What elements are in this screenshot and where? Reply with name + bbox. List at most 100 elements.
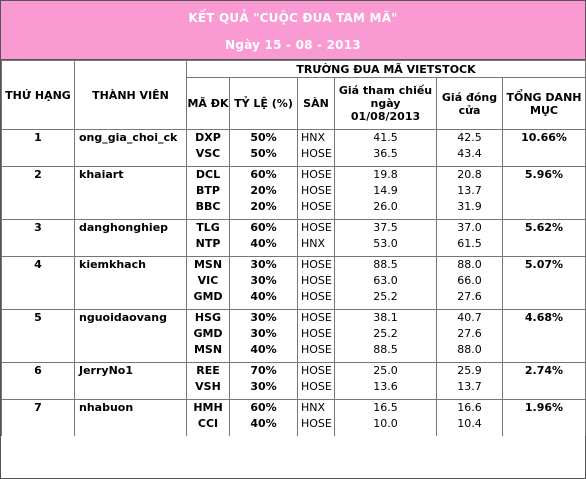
ref-price-cell: 37.5 bbox=[334, 219, 437, 236]
stock-row: 6 JerryNo1 REE 70% HOSE 25.0 25.9 2.74% bbox=[1, 362, 586, 400]
member-cell: JerryNo1 bbox=[74, 362, 187, 400]
stock-row: GMD 30% HOSE 25.2 27.6 bbox=[2, 326, 586, 342]
stock-code-cell: GMD bbox=[186, 326, 230, 342]
close-price-cell: 13.7 bbox=[436, 183, 503, 199]
exchange-cell: HOSE bbox=[297, 183, 335, 199]
ref-price-cell: 36.5 bbox=[334, 146, 437, 162]
close-price-cell: 42.5 bbox=[436, 129, 503, 146]
stock-row: 2 khaiart DCL 60% HOSE 19.8 20.8 5.96% bbox=[1, 166, 586, 220]
close-price-cell: 88.0 bbox=[436, 342, 503, 358]
results-body: 1 ong_gia_choi_ck DXP 50% HNX 41.5 42.5 10.66% V… bbox=[1, 129, 586, 436]
exchange-cell: HOSE bbox=[297, 219, 335, 236]
exchange-cell: HNX bbox=[297, 129, 335, 146]
stock-code-cell: REE bbox=[186, 362, 230, 379]
total-portfolio-cell: 5.96% bbox=[502, 166, 586, 220]
stock-row: VIC 30% HOSE 63.0 66.0 bbox=[2, 273, 586, 289]
group-spacer bbox=[2, 432, 586, 436]
exchange-cell: HOSE bbox=[297, 166, 335, 183]
stock-code-cell: VSC bbox=[186, 146, 230, 162]
ratio-cell: 60% bbox=[229, 166, 298, 183]
ratio-cell: 40% bbox=[229, 289, 298, 305]
header-member: THÀNH VIÊN bbox=[74, 60, 187, 130]
ref-price-cell: 25.0 bbox=[334, 362, 437, 379]
total-portfolio-cell: 5.62% bbox=[502, 219, 586, 257]
ref-price-cell: 25.2 bbox=[334, 289, 437, 305]
stock-code-cell: HSG bbox=[186, 309, 230, 326]
header-ref-price: Giá tham chiếu ngày 01/08/2013 bbox=[334, 77, 437, 130]
ratio-cell: 30% bbox=[229, 256, 298, 273]
ratio-cell: 30% bbox=[229, 309, 298, 326]
close-price-cell: 31.9 bbox=[436, 199, 503, 215]
close-price-cell: 66.0 bbox=[436, 273, 503, 289]
header-code: MÃ ĐK bbox=[186, 77, 230, 130]
stock-code-cell: DXP bbox=[186, 129, 230, 146]
exchange-cell: HOSE bbox=[297, 199, 335, 215]
ratio-cell: 70% bbox=[229, 362, 298, 379]
stock-code-cell: NTP bbox=[186, 236, 230, 252]
stock-row: 1 ong_gia_choi_ck DXP 50% HNX 41.5 42.5 10.66% bbox=[1, 129, 586, 167]
header-exchange: SÀN bbox=[297, 77, 335, 130]
stock-code-cell: GMD bbox=[186, 289, 230, 305]
rank-cell: 2 bbox=[1, 166, 75, 220]
total-portfolio-cell: 1.96% bbox=[502, 399, 586, 436]
exchange-cell: HOSE bbox=[297, 146, 335, 162]
ratio-cell: 50% bbox=[229, 129, 298, 146]
ratio-cell: 30% bbox=[229, 379, 298, 395]
title-line-2: Ngày 15 - 08 - 2013 bbox=[225, 38, 361, 52]
ratio-cell: 20% bbox=[229, 199, 298, 215]
group-spacer bbox=[2, 162, 586, 167]
close-price-cell: 61.5 bbox=[436, 236, 503, 252]
exchange-cell: HOSE bbox=[297, 416, 335, 432]
ratio-cell: 40% bbox=[229, 342, 298, 358]
ref-price-cell: 14.9 bbox=[334, 183, 437, 199]
ref-price-cell: 41.5 bbox=[334, 129, 437, 146]
ratio-cell: 40% bbox=[229, 416, 298, 432]
close-price-cell: 88.0 bbox=[436, 256, 503, 273]
ratio-cell: 50% bbox=[229, 146, 298, 162]
stock-row: BTP 20% HOSE 14.9 13.7 bbox=[2, 183, 586, 199]
stock-row: 5 nguoidaovang HSG 30% HOSE 38.1 40.7 4.68% bbox=[1, 309, 586, 363]
ratio-cell: 40% bbox=[229, 236, 298, 252]
ratio-cell: 20% bbox=[229, 183, 298, 199]
stock-row: 7 nhabuon HMH 60% HNX 16.5 16.6 1.96% bbox=[1, 399, 586, 436]
total-portfolio-cell: 5.07% bbox=[502, 256, 586, 310]
exchange-cell: HNX bbox=[297, 236, 335, 252]
stock-code-cell: TLG bbox=[186, 219, 230, 236]
rank-cell: 7 bbox=[1, 399, 75, 436]
ratio-cell: 60% bbox=[229, 399, 298, 416]
group-spacer bbox=[2, 395, 586, 400]
member-cell: khaiart bbox=[74, 166, 187, 220]
stock-row: CCI 40% HOSE 10.0 10.4 bbox=[2, 416, 586, 432]
ref-price-cell: 19.8 bbox=[334, 166, 437, 183]
exchange-cell: HNX bbox=[297, 399, 335, 416]
ratio-cell: 30% bbox=[229, 273, 298, 289]
ref-price-cell: 63.0 bbox=[334, 273, 437, 289]
close-price-cell: 37.0 bbox=[436, 219, 503, 236]
results-table: THỨ HẠNG THÀNH VIÊN TRƯỜNG ĐUA MÃ VIETST… bbox=[1, 60, 586, 436]
close-price-cell: 27.6 bbox=[436, 326, 503, 342]
stock-row: NTP 40% HNX 53.0 61.5 bbox=[2, 236, 586, 252]
stock-code-cell: MSN bbox=[186, 342, 230, 358]
group-spacer bbox=[2, 215, 586, 220]
stock-code-cell: BBC bbox=[186, 199, 230, 215]
title-banner: KẾT QUẢ "CUỘC ĐUA TAM MÃ" Ngày 15 - 08 -… bbox=[1, 1, 585, 60]
ref-price-cell: 26.0 bbox=[334, 199, 437, 215]
close-price-cell: 40.7 bbox=[436, 309, 503, 326]
exchange-cell: HOSE bbox=[297, 256, 335, 273]
header-total: TỔNG DANH MỤC bbox=[502, 77, 586, 130]
stock-row: VSH 30% HOSE 13.6 13.7 bbox=[2, 379, 586, 395]
ratio-cell: 30% bbox=[229, 326, 298, 342]
header-ratio: TỶ LỆ (%) bbox=[229, 77, 298, 130]
ref-price-cell: 10.0 bbox=[334, 416, 437, 432]
ref-price-cell: 16.5 bbox=[334, 399, 437, 416]
stock-code-cell: VSH bbox=[186, 379, 230, 395]
exchange-cell: HOSE bbox=[297, 326, 335, 342]
rank-cell: 3 bbox=[1, 219, 75, 257]
group-spacer bbox=[2, 305, 586, 310]
ref-price-cell: 53.0 bbox=[334, 236, 437, 252]
stock-row: 3 danghonghiep TLG 60% HOSE 37.5 37.0 5.62% bbox=[1, 219, 586, 257]
member-cell: ong_gia_choi_ck bbox=[74, 129, 187, 167]
ratio-cell: 60% bbox=[229, 219, 298, 236]
close-price-cell: 16.6 bbox=[436, 399, 503, 416]
